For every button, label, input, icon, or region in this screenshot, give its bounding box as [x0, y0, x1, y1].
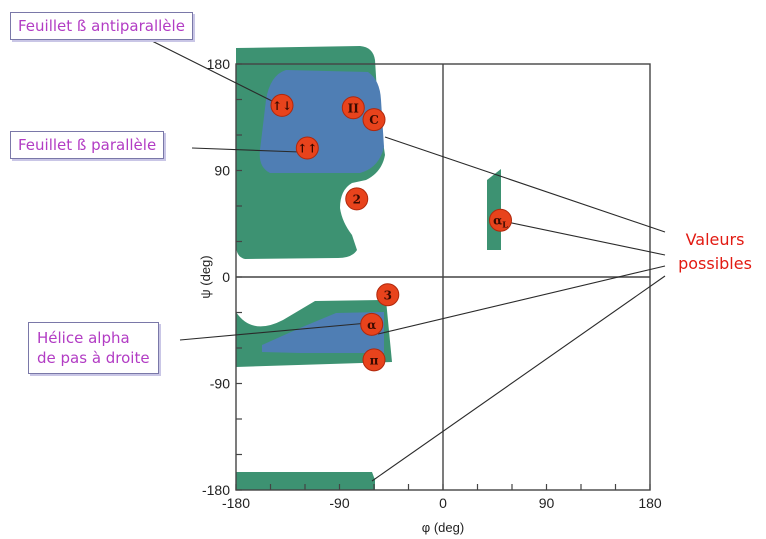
callout-antiparallel-text: Feuillet ß antiparallèle	[18, 17, 185, 35]
plot-axes: -180 -90 0 90 180 180 90 0 -90 -180 φ (deg) ψ (de…	[198, 56, 662, 535]
x-tick-label: -90	[329, 495, 349, 511]
y-tick-label: 0	[222, 269, 230, 285]
marker-circle	[489, 208, 512, 232]
callout-parallel: Feuillet ß parallèle	[10, 131, 165, 159]
callout-helix: Hélice alpha de pas à droite	[28, 322, 159, 374]
marker-label: 3	[384, 288, 392, 302]
favored-region-beta	[259, 70, 384, 173]
marker-label: ↑↓	[272, 99, 292, 113]
ticks	[235, 63, 651, 491]
x-tick-label: 90	[539, 495, 555, 511]
favored-region-alpha	[262, 312, 384, 353]
leader-valeurs-c	[384, 136, 666, 233]
marker-label: π	[370, 353, 379, 367]
leader-helix	[179, 322, 369, 341]
callout-parallel-text: Feuillet ß parallèle	[18, 136, 157, 154]
leader-parallel	[191, 147, 301, 153]
leader-antiparallel	[149, 39, 281, 106]
y-tick-label: -90	[210, 376, 230, 392]
marker-alpha-l: αL	[489, 208, 512, 232]
conformation-markers: ↑↓ II C ↑↑ 2 αL 3 α π	[270, 93, 512, 372]
marker-circle	[360, 312, 384, 336]
leader-valeurs-alphal	[506, 221, 666, 256]
valeurs-line2: possibles	[678, 254, 752, 273]
valeurs-possibles-label: Valeurs possibles	[668, 228, 762, 276]
marker-label: C	[369, 113, 379, 127]
marker-C: C	[362, 108, 386, 132]
y-axis-label: ψ (deg)	[198, 255, 213, 298]
leader-valeurs-alpha	[377, 265, 666, 335]
callout-antiparallel: Feuillet ß antiparallèle	[10, 12, 193, 40]
marker-↑↓: ↑↓	[270, 93, 294, 117]
marker-circle	[362, 108, 386, 132]
marker-3: 3	[376, 283, 400, 307]
y-tick-label: -180	[202, 482, 230, 498]
y-tick-label: 90	[214, 163, 230, 179]
marker-circle	[376, 283, 400, 307]
x-tick-label: -180	[222, 495, 250, 511]
marker-II: II	[341, 96, 365, 120]
callout-leader-lines	[149, 39, 666, 482]
marker-↑↑: ↑↑	[295, 136, 319, 160]
marker-circle	[341, 96, 365, 120]
marker-circle	[345, 187, 369, 211]
marker-circle	[362, 348, 386, 372]
marker-circle	[295, 136, 319, 160]
x-tick-label: 180	[638, 495, 662, 511]
tick-labels: -180 -90 0 90 180 180 90 0 -90 -180	[202, 56, 662, 511]
marker-label: 2	[353, 192, 361, 206]
marker-2: 2	[345, 187, 369, 211]
x-axis-label: φ (deg)	[422, 520, 464, 535]
y-tick-label: 180	[207, 56, 231, 72]
callout-helix-line2: de pas à droite	[37, 349, 150, 367]
marker-label: α	[367, 318, 376, 332]
callout-helix-line1: Hélice alpha	[37, 329, 130, 347]
marker-label: ↑↑	[297, 142, 317, 156]
x-tick-label: 0	[439, 495, 447, 511]
leader-valeurs-bottom	[371, 275, 666, 482]
marker-circle	[270, 93, 294, 117]
marker-α: α	[360, 312, 384, 336]
marker-π: π	[362, 348, 386, 372]
valeurs-line1: Valeurs	[685, 230, 745, 249]
marker-label: II	[348, 101, 360, 115]
